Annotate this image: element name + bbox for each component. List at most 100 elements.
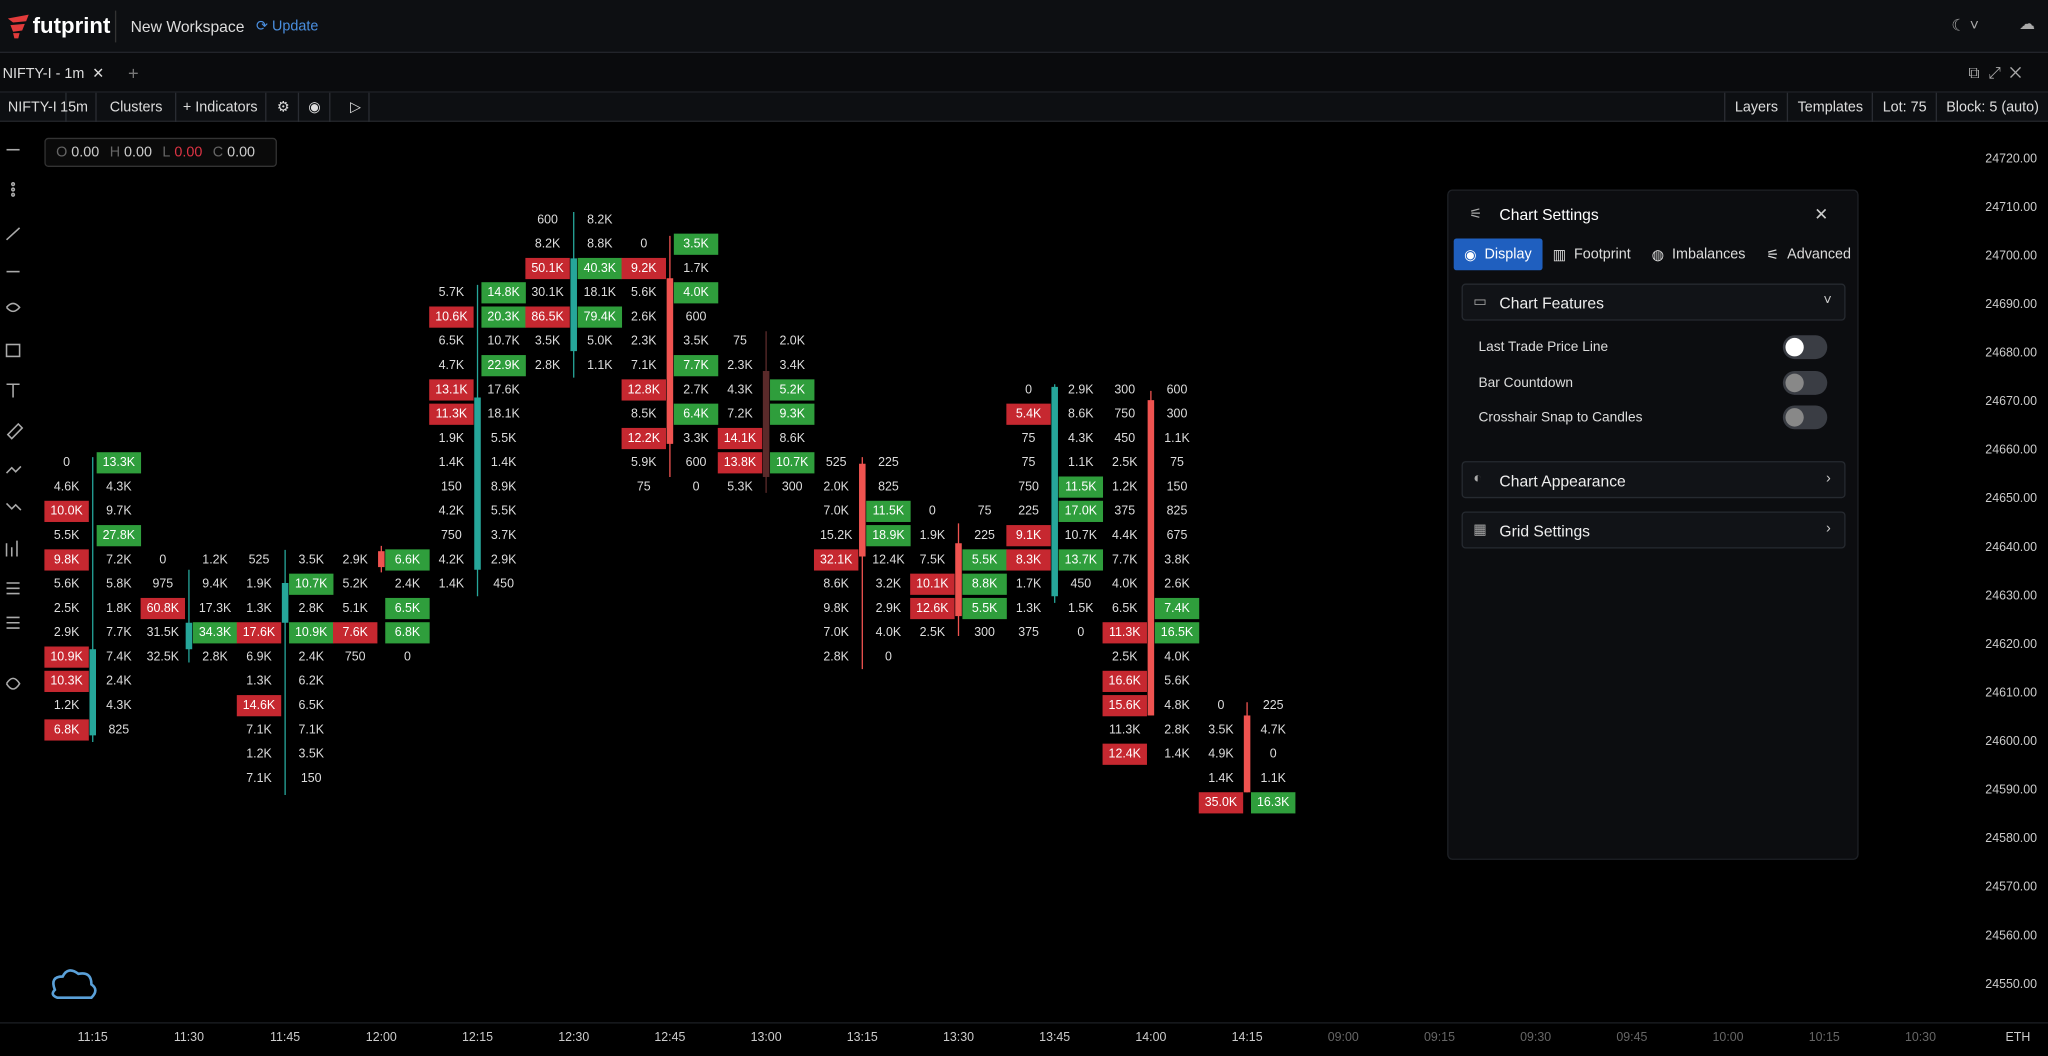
window-controls[interactable]: ⧉ ⤢ ✕	[1968, 63, 2022, 83]
ask-volume: 6.5K	[395, 601, 421, 615]
ask-volume: 1.1K	[587, 358, 613, 372]
bid-volume: 11.3K	[436, 406, 468, 420]
workspace-name[interactable]: New Workspace	[130, 17, 245, 36]
candle-body	[570, 258, 577, 352]
update-label[interactable]: Update	[272, 18, 319, 35]
ask-volume: 2.8K	[298, 601, 324, 615]
panel-tab[interactable]: ◉ Display	[1453, 238, 1543, 271]
toolbar-item[interactable]: Templates	[1787, 92, 1872, 122]
symbol[interactable]: NIFTY-I	[0, 92, 66, 122]
close-button[interactable]: ✕	[1814, 204, 1829, 224]
ask-volume: 600	[1167, 382, 1188, 396]
chart-type[interactable]: Clusters	[97, 92, 177, 122]
bid-volume: 5.7K	[439, 285, 465, 299]
toggle-knob[interactable]	[1785, 337, 1804, 357]
indicators-label[interactable]: Indicators	[195, 99, 258, 116]
toggle-knob[interactable]	[1785, 408, 1804, 427]
cell-highlight	[1251, 792, 1296, 814]
settings-button[interactable]: ⚙	[269, 92, 299, 122]
tab-icon[interactable]: ⚟	[1766, 247, 1780, 264]
section-header[interactable]: ◐ Chart Appearance ›	[1461, 461, 1846, 499]
tab-label[interactable]: Advanced	[1787, 246, 1852, 263]
ask-volume: 1.4K	[1164, 746, 1190, 760]
replay-button[interactable]: ▷	[342, 92, 371, 122]
cell-highlight	[910, 597, 955, 620]
tab-label[interactable]: Imbalances	[1671, 246, 1746, 263]
ask-volume: 7.7K	[106, 625, 132, 639]
cell-highlight	[770, 403, 815, 425]
ohlc-value: 0.00	[174, 144, 203, 161]
panel-tab[interactable]: ◍ Imbalances	[1641, 238, 1756, 270]
theme-toggle[interactable]: ☾ ˅	[1951, 15, 1979, 35]
cell-highlight	[385, 549, 430, 571]
bid-volume: 7.5K	[920, 552, 946, 566]
account-icon[interactable]: ☁	[2019, 14, 2035, 34]
bid-volume: 75	[1022, 455, 1036, 469]
time-label-projected: 10:15	[1809, 1030, 1840, 1044]
bid-volume: 7.7K	[1112, 552, 1138, 566]
interval[interactable]: 15m	[52, 92, 98, 122]
toolbar-item[interactable]: Layers	[1724, 92, 1787, 122]
panel-tab[interactable]: ⚟ Advanced	[1756, 238, 1862, 270]
toggle-switch[interactable]	[1782, 335, 1828, 360]
bid-volume: 75	[733, 334, 747, 348]
tab-title[interactable]: NIFTY-I - 1m	[2, 66, 85, 83]
ask-volume: 6.6K	[395, 552, 421, 566]
cell-highlight	[1154, 597, 1200, 620]
time-label-projected: 09:15	[1424, 1030, 1455, 1044]
bid-volume: 7.1K	[631, 358, 657, 372]
tab-icon[interactable]: ▥	[1552, 247, 1567, 264]
ask-volume: 10.7K	[1065, 528, 1098, 542]
bid-volume: 2.3K	[631, 334, 657, 348]
top-bar: futprint New Workspace ⟳ Update ☾ ˅ ☁	[0, 0, 2048, 53]
toolbar-right: Layers Templates Lot: 75 Block: 5 (auto)	[1724, 92, 2048, 122]
ask-volume: 17.6K	[487, 382, 520, 396]
toggle-knob[interactable]	[1785, 372, 1804, 392]
section-header[interactable]: ▦ Grid Settings ›	[1461, 511, 1846, 549]
toolbar-item[interactable]: Lot: 75	[1872, 92, 1936, 122]
update-button[interactable]: ⟳ Update	[255, 18, 319, 35]
toggle-row: Crosshair Snap to Candles	[1448, 404, 1859, 430]
panel-title: Chart Settings	[1499, 205, 1599, 224]
panel-tab[interactable]: ▥ Footprint	[1542, 238, 1641, 270]
logo[interactable]: futprint	[32, 13, 111, 39]
bid-volume: 7.1K	[246, 771, 272, 785]
bid-volume: 13.8K	[724, 455, 757, 469]
chevron[interactable]: ›	[1825, 470, 1831, 487]
section-title[interactable]: Chart Appearance	[1499, 471, 1626, 491]
toggle-switch[interactable]	[1782, 370, 1828, 395]
cell-highlight	[385, 622, 430, 644]
toggle-switch[interactable]	[1782, 405, 1828, 430]
bid-volume: 1.2K	[1112, 479, 1138, 493]
snapshot-button[interactable]: ◉	[300, 92, 330, 122]
section-icon[interactable]: ▦	[1473, 522, 1487, 538]
time-label-projected: 09:00	[1328, 1030, 1359, 1044]
chevron[interactable]: ›	[1825, 520, 1831, 537]
section-title[interactable]: Grid Settings	[1499, 522, 1591, 541]
bid-volume: 2.8K	[535, 358, 561, 372]
bid-volume: 7.6K	[342, 625, 368, 639]
toolbar-item[interactable]: Block: 5 (auto)	[1935, 92, 2048, 122]
cell-highlight	[525, 306, 570, 328]
tab-label[interactable]: Display	[1484, 246, 1532, 263]
bid-volume: 11.3K	[1109, 722, 1141, 736]
section-title[interactable]: Chart Features	[1499, 294, 1604, 313]
chart-features-header[interactable]: ▭ Chart Features ˅	[1461, 283, 1846, 321]
cell-highlight	[673, 355, 719, 377]
ask-volume: 1.7K	[683, 261, 709, 275]
tab-icon[interactable]: ◍	[1651, 247, 1665, 264]
tab-icon[interactable]: ◉	[1464, 247, 1477, 264]
feature-toggles: Last Trade Price Line Bar Countdown Crossh…	[1448, 321, 1859, 453]
candle-body	[474, 397, 481, 570]
new-tab[interactable]: +	[127, 62, 139, 84]
bid-volume: 5.1K	[342, 601, 368, 615]
bid-volume: 0	[640, 236, 647, 250]
chart-tab[interactable]: NIFTY-I - 1m ✕	[2, 66, 105, 83]
cell-highlight	[673, 233, 719, 255]
section-icon[interactable]: ◐	[1473, 470, 1482, 487]
cell-highlight	[577, 306, 623, 328]
tab-label[interactable]: Footprint	[1573, 246, 1631, 263]
bid-volume: 5.3K	[727, 479, 753, 493]
footprint-chart: 24720.00 24710.00 24700.00 24690.00 24680.00…	[0, 148, 2048, 1044]
indicators-button[interactable]: + Indicators	[175, 92, 267, 122]
